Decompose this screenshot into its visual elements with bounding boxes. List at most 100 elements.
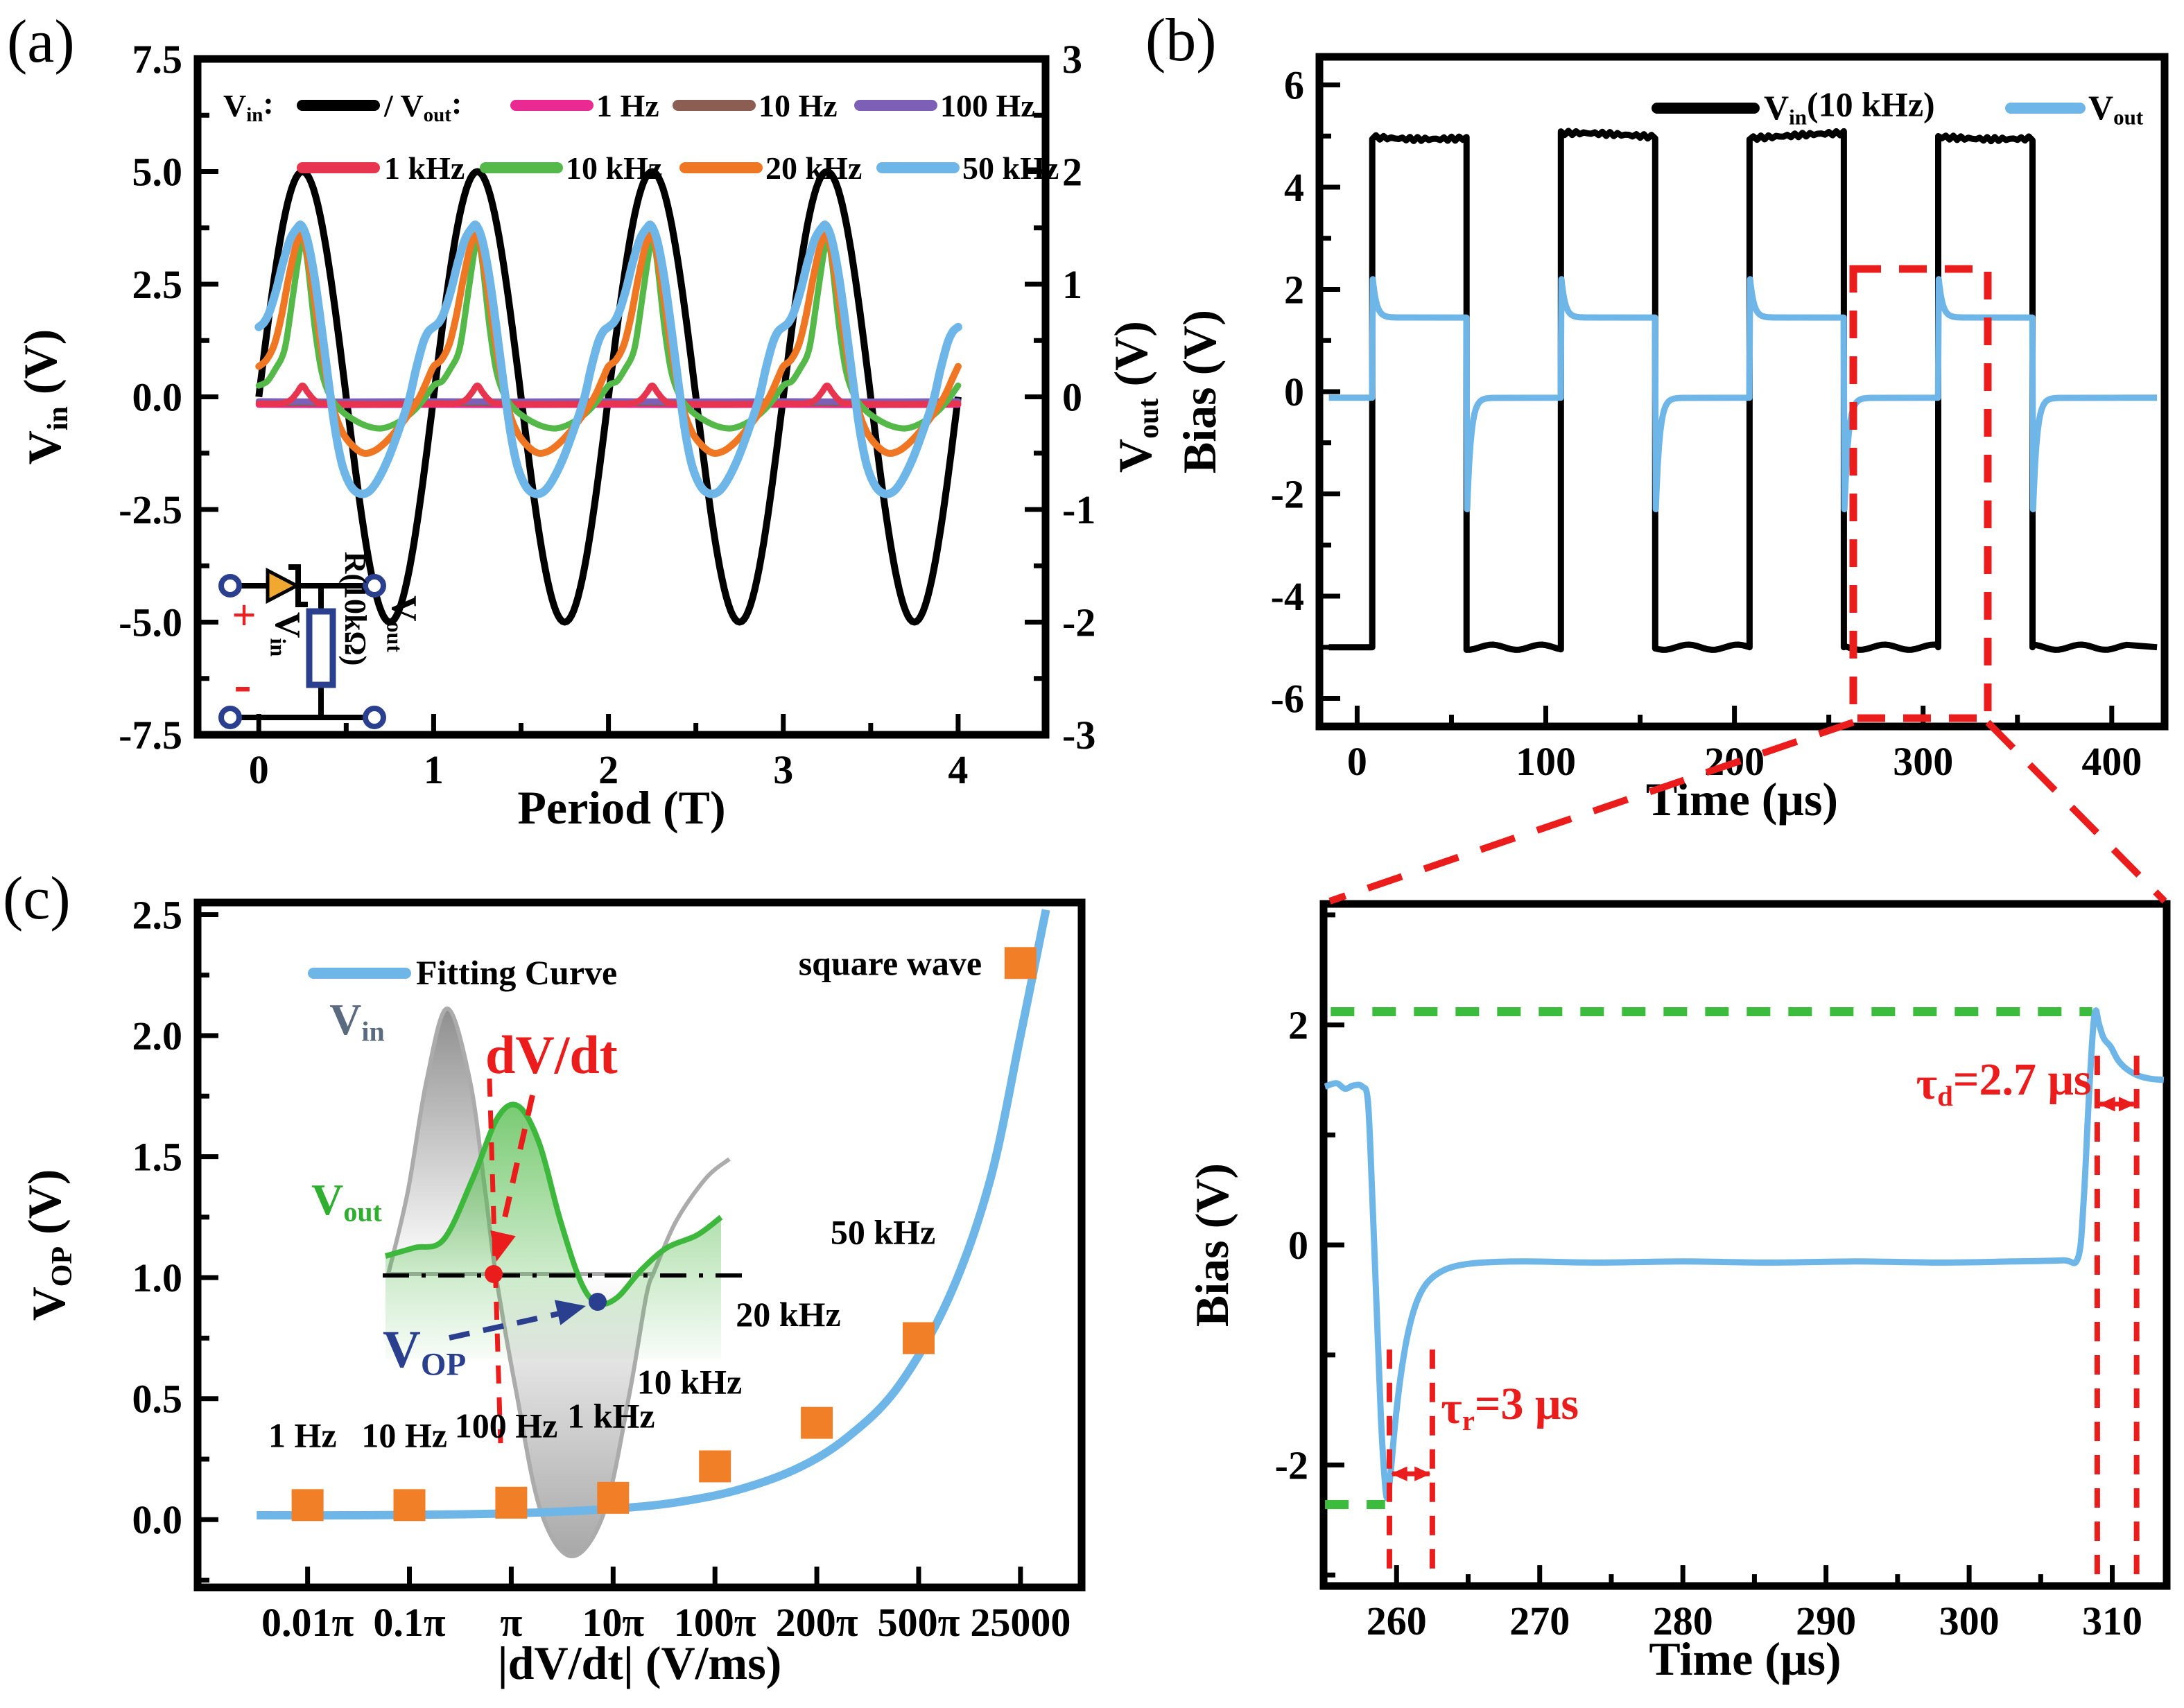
y-tick-label: -2	[1275, 1443, 1308, 1488]
x-tick-label: 3	[773, 747, 793, 792]
y-tick-label: 0.0	[132, 375, 183, 420]
y2-axis-title: Vout (V)	[1104, 321, 1165, 473]
circuit-label: Vin	[266, 612, 307, 656]
tau-rise-label: τr=3 μs	[1441, 1379, 1579, 1436]
x-tick-label: 260	[1367, 1598, 1427, 1644]
legend-label: Vout	[2088, 88, 2144, 129]
diode-cathode-bar	[288, 564, 308, 607]
diode-symbol	[266, 567, 301, 604]
y-tick-label: 0.5	[132, 1377, 183, 1422]
legend-label: 10 kHz	[566, 150, 662, 186]
x-axis-title: Time (μs)	[1649, 1632, 1841, 1685]
plot-frame	[1319, 900, 2171, 1590]
x-tick-label: 500π	[878, 1600, 960, 1645]
arrowhead	[490, 1230, 516, 1262]
y-tick-label: 2.5	[132, 262, 183, 307]
y2-tick-label: 0	[1062, 375, 1082, 420]
legend-label: 10 Hz	[759, 88, 838, 123]
circuit-label: +	[232, 592, 256, 639]
terminal-dot	[218, 706, 242, 729]
series-50 kHz	[254, 220, 962, 498]
panel-label-a: (a)	[7, 8, 75, 76]
resistor-symbol	[306, 608, 336, 688]
y-tick-label: 2.0	[132, 1013, 183, 1058]
y2-tick-label: 2	[1062, 150, 1082, 195]
y2-tick-label: -3	[1062, 713, 1095, 758]
y-tick-label: -4	[1271, 574, 1304, 619]
fitting-curve	[257, 909, 1050, 1520]
y2-tick-label: -1	[1062, 487, 1095, 532]
y-tick-label: 2	[1284, 268, 1304, 313]
y-tick-label: 2.5	[132, 892, 183, 937]
circuit-label: -	[234, 655, 251, 713]
x-tick-label: 0	[249, 747, 269, 792]
arrowhead	[554, 1300, 586, 1325]
x-tick-label: 0.01π	[261, 1600, 354, 1645]
y-tick-label: 0	[1284, 369, 1304, 415]
legend-label: Vin:	[223, 85, 274, 126]
arrowhead	[2118, 1097, 2135, 1112]
arrowhead	[2098, 1097, 2115, 1112]
data-point-square	[393, 1489, 426, 1522]
data-point-square	[291, 1489, 324, 1522]
y-axis-title: Vin (V)	[14, 329, 74, 465]
y-tick-label: -5.0	[119, 600, 182, 645]
inset-vout-label: Vout	[311, 1175, 382, 1228]
data-point-square	[495, 1486, 528, 1519]
x-tick-label: 200π	[776, 1600, 858, 1645]
inset-vin-label: Vin	[329, 995, 385, 1047]
x-tick-label: 10π	[582, 1600, 644, 1645]
point-label: 1 kHz	[567, 1397, 655, 1436]
series-vin-square	[1328, 128, 2158, 653]
legend-label: Fitting Curve	[416, 953, 617, 992]
y-tick-label: 2	[1288, 1003, 1308, 1048]
y-axis-title: VOP (V)	[18, 1169, 78, 1321]
x-axis-title: Period (T)	[517, 781, 725, 834]
y-tick-label: 0	[1288, 1223, 1308, 1268]
y-axis-title: Bias (V)	[1186, 1163, 1238, 1327]
y-tick-label: 5.0	[132, 150, 183, 195]
arrowhead	[1390, 1466, 1407, 1481]
x-tick-label: 300	[1893, 739, 1953, 784]
data-point-square	[902, 1322, 935, 1354]
legend-label: Vin(10 kHz)	[1764, 85, 1935, 129]
series-1 kHz	[255, 382, 962, 408]
y-tick-label: -2	[1271, 471, 1304, 516]
y-tick-label: 6	[1284, 63, 1304, 108]
y-tick-label: 4	[1284, 165, 1304, 210]
data-point-square	[801, 1406, 833, 1439]
panel-label-c: (c)	[3, 865, 71, 932]
inset-dvdt-label: dV/dt	[485, 1025, 618, 1085]
legend-label: 1 kHz	[384, 150, 465, 186]
legend-label: / Vout:	[383, 85, 462, 126]
y2-tick-label: -2	[1062, 600, 1095, 645]
x-tick-label: 1	[424, 747, 444, 792]
y-tick-label: 1.0	[132, 1255, 183, 1300]
x-tick-label: π	[501, 1600, 523, 1645]
panel-label-b: (b)	[1145, 7, 1217, 74]
circuit-inset: + -Vin R(10kΩ) Vout	[218, 552, 424, 729]
x-tick-label: 300	[1939, 1598, 2000, 1644]
series-vout-zoom	[1324, 1007, 2165, 1501]
data-point-square	[1004, 947, 1037, 979]
x-tick-label: 25000	[970, 1600, 1071, 1645]
x-tick-label: 290	[1796, 1598, 1856, 1644]
y-tick-label: -2.5	[119, 487, 182, 532]
y-tick-label: 1.5	[132, 1135, 183, 1180]
circuit-label: Vout	[382, 595, 424, 652]
tau-decay-label: τd=2.7 μs	[1916, 1054, 2092, 1112]
x-tick-label: 4	[948, 747, 968, 792]
vout-wave-shape	[384, 1101, 723, 1307]
series-vout	[1328, 276, 2158, 513]
terminal-dot	[363, 706, 386, 729]
x-tick-label: 270	[1509, 1598, 1570, 1644]
point-label: square wave	[799, 944, 982, 983]
inset-vop-label: VOP	[383, 1321, 466, 1382]
x-tick-label: 310	[2082, 1598, 2142, 1644]
zoom-region-rect	[1849, 265, 1992, 722]
data-point-square	[597, 1481, 630, 1514]
plot-frame	[193, 898, 1086, 1592]
point-label: 50 kHz	[831, 1212, 935, 1251]
